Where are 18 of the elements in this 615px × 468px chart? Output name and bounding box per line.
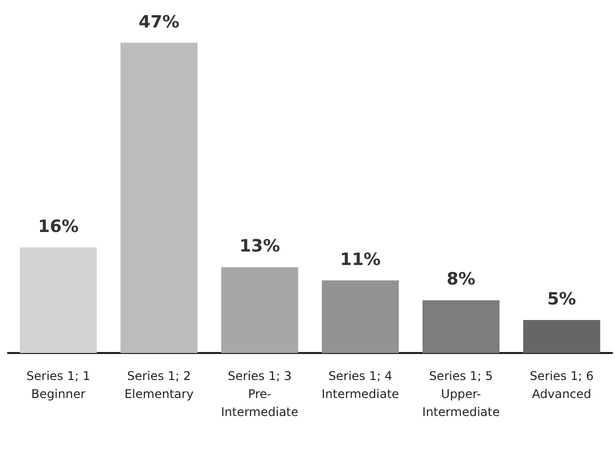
data-label: 47% <box>138 12 180 32</box>
data-label: 16% <box>38 216 79 237</box>
bar <box>20 247 97 353</box>
bar <box>422 300 500 353</box>
bar <box>523 320 600 353</box>
x-tick-label: Series 1; 1 Beginner <box>26 369 90 401</box>
data-label: 8% <box>446 270 476 290</box>
x-tick-label: Series 1; 3 Pre- Intermediate <box>220 369 298 419</box>
bar <box>322 280 399 353</box>
x-tick-label: Series 1; 5 Upper- Intermediate <box>422 369 500 419</box>
bar <box>221 267 298 353</box>
x-tick-label: Series 1; 2 Elementary <box>124 369 194 401</box>
x-tick-label: Series 1; 6 Advanced <box>530 369 594 401</box>
bar <box>120 42 198 353</box>
data-label: 13% <box>239 236 280 257</box>
x-tick-label: Series 1; 4 Intermediate <box>322 369 400 401</box>
data-label: 11% <box>340 250 381 270</box>
data-label: 5% <box>547 290 576 310</box>
